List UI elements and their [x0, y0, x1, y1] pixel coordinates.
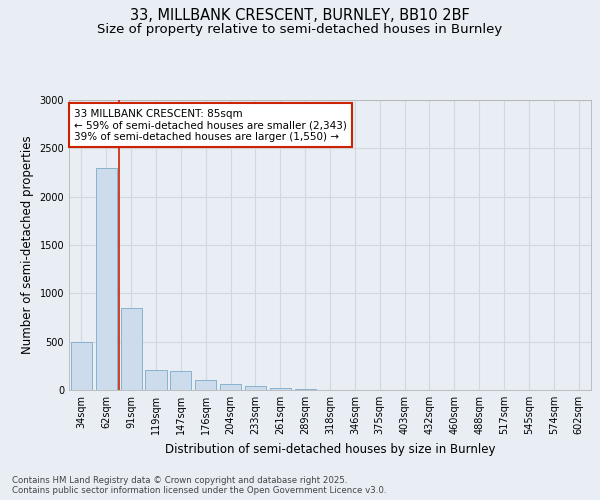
Bar — [195, 380, 216, 390]
Text: Size of property relative to semi-detached houses in Burnley: Size of property relative to semi-detach… — [97, 22, 503, 36]
Bar — [145, 370, 167, 390]
Bar — [245, 386, 266, 390]
Y-axis label: Number of semi-detached properties: Number of semi-detached properties — [21, 136, 34, 354]
Bar — [295, 388, 316, 390]
Bar — [270, 388, 291, 390]
X-axis label: Distribution of semi-detached houses by size in Burnley: Distribution of semi-detached houses by … — [165, 442, 495, 456]
Bar — [121, 308, 142, 390]
Bar — [170, 371, 191, 390]
Bar — [71, 342, 92, 390]
Text: 33 MILLBANK CRESCENT: 85sqm
← 59% of semi-detached houses are smaller (2,343)
39: 33 MILLBANK CRESCENT: 85sqm ← 59% of sem… — [74, 108, 347, 142]
Text: Contains HM Land Registry data © Crown copyright and database right 2025.
Contai: Contains HM Land Registry data © Crown c… — [12, 476, 386, 495]
Bar — [220, 384, 241, 390]
Bar — [96, 168, 117, 390]
Text: 33, MILLBANK CRESCENT, BURNLEY, BB10 2BF: 33, MILLBANK CRESCENT, BURNLEY, BB10 2BF — [130, 8, 470, 22]
